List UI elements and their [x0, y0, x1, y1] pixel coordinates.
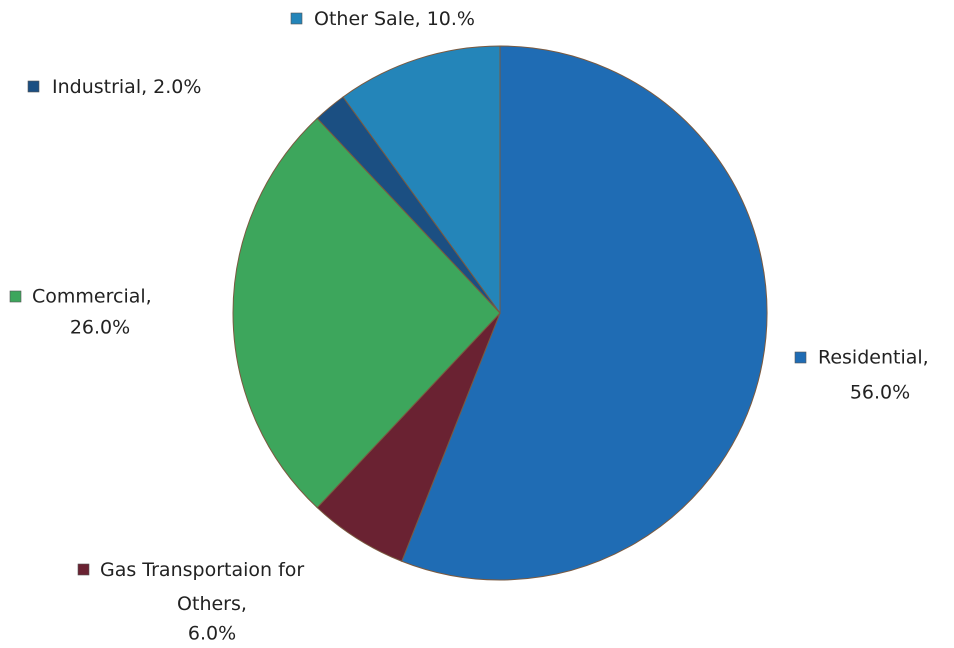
value-label: 10.% — [427, 8, 475, 30]
label-marker — [9, 290, 22, 303]
category-label: Residential, — [818, 347, 929, 369]
pie-slice — [401, 45, 768, 581]
label-marker — [27, 80, 40, 93]
category-label: Other Sale, — [314, 8, 421, 30]
value-label: 56.0% — [850, 382, 910, 404]
category-label: Industrial, — [52, 76, 147, 98]
category-label: Commercial, — [32, 286, 152, 308]
category-label: Gas Transportaion for Others, — [100, 559, 304, 615]
label-marker — [77, 563, 90, 576]
label-marker — [794, 351, 807, 364]
label-marker — [290, 12, 303, 25]
value-label: 26.0% — [70, 317, 130, 339]
value-label: 6.0% — [188, 623, 236, 645]
category-line: Gas Transportaion for — [100, 559, 304, 581]
value-label: 2.0% — [153, 76, 201, 98]
data-label: Other Sale, 10.% — [314, 8, 475, 30]
category-line: Others, — [177, 593, 247, 615]
pie-slice — [342, 45, 501, 315]
pie-slice — [232, 117, 501, 509]
data-label: Industrial, 2.0% — [52, 76, 201, 98]
